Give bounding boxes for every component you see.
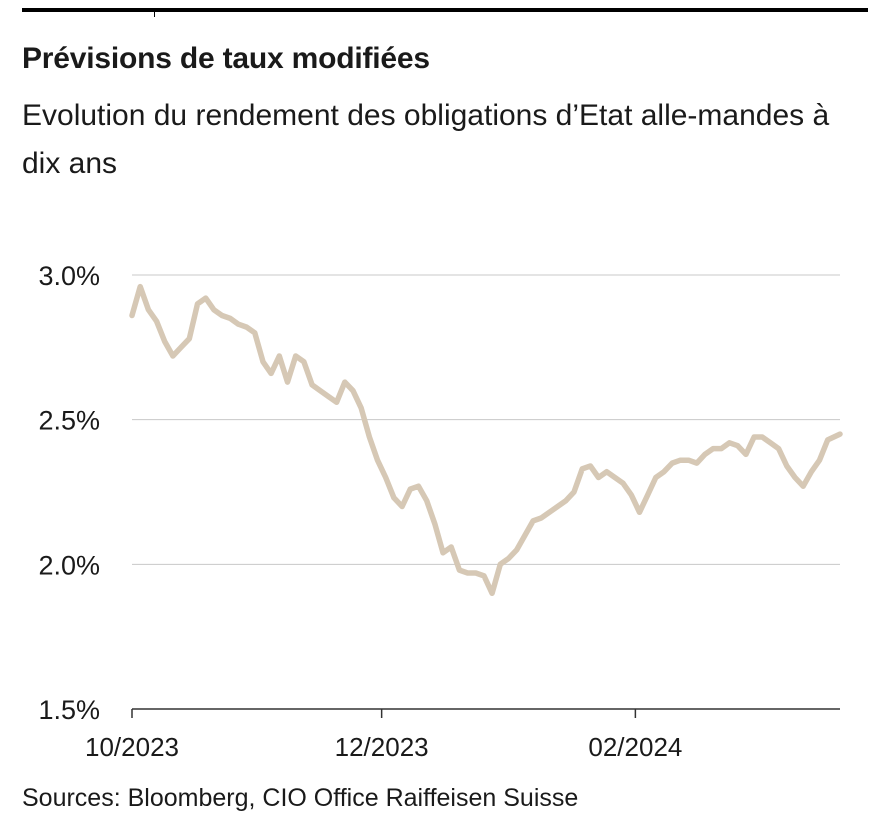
x-tick-label: 10/2023 <box>85 732 179 762</box>
chart-subtitle: Evolution du rendement des obligations d… <box>22 99 830 180</box>
x-tick-label: 12/2023 <box>335 732 429 762</box>
y-tick-label: 2.0% <box>38 550 100 580</box>
y-tick-label: 2.5% <box>38 406 100 436</box>
chart-title: Prévisions de taux modifiées <box>22 42 430 75</box>
chart-source: Sources: Bloomberg, CIO Office Raiffeise… <box>22 784 579 812</box>
y-tick-label: 3.0% <box>38 261 100 291</box>
y-tick-label: 1.5% <box>38 695 100 725</box>
x-tick-label: 02/2024 <box>588 732 682 762</box>
top-rule-tick <box>154 12 155 17</box>
top-rule <box>22 8 868 12</box>
bund-yield-line <box>129 283 843 597</box>
line-chart: 3.0% 2.5% 2.0% 1.5% 10/2023 12/2023 02/2024 <box>38 261 843 762</box>
